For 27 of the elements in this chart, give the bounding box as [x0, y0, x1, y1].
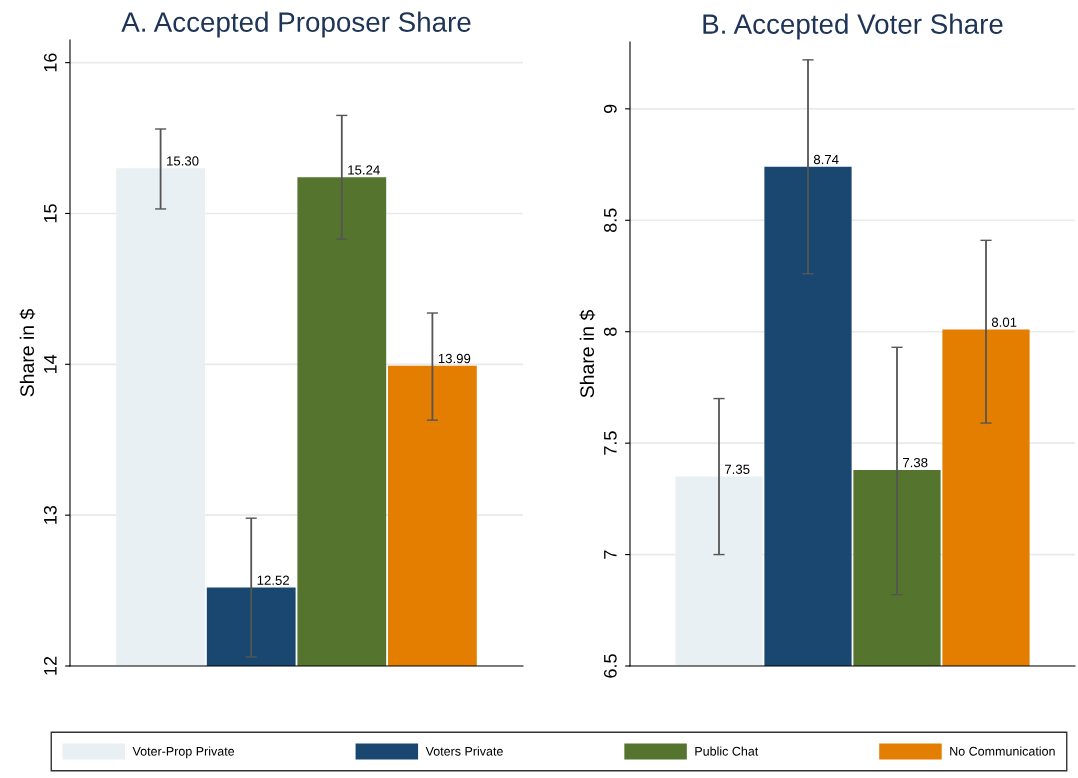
y-tick-label: 6.5 — [603, 654, 617, 678]
y-tick-label: 7 — [604, 550, 617, 559]
y-axis-title: Share in $ — [579, 309, 596, 398]
y-tick-label: 13 — [43, 505, 57, 524]
data-label: 12.52 — [257, 575, 289, 585]
chart-title: B. Accepted Voter Share — [703, 13, 1003, 40]
data-label: 8.01 — [991, 317, 1017, 327]
data-label: 15.30 — [167, 156, 199, 166]
legend-label: Voters Private — [425, 746, 503, 756]
y-tick-label: 16 — [43, 53, 57, 72]
y-tick-label: 7.5 — [604, 431, 617, 455]
y-tick-label: 12 — [43, 656, 57, 675]
legend-label: Public Chat — [695, 746, 759, 756]
y-axis-title: Share in $ — [19, 308, 36, 397]
y-tick-label: 8 — [603, 327, 617, 336]
chart-title: A. Accepted Proposer Share — [121, 11, 471, 38]
data-label: 7.35 — [725, 464, 750, 474]
legend-label: No Communication — [950, 746, 1055, 756]
y-tick-label: 8.5 — [603, 208, 617, 233]
legend-label: Voter-Prop Private — [132, 746, 235, 759]
data-label: 13.99 — [438, 353, 471, 364]
data-label: 7.38 — [903, 457, 928, 468]
data-label: 8.74 — [813, 154, 839, 165]
y-tick-label: 14 — [44, 354, 57, 373]
y-tick-label: 15 — [44, 204, 57, 223]
data-label: 15.24 — [348, 165, 380, 175]
y-tick-label: 9 — [603, 104, 617, 114]
